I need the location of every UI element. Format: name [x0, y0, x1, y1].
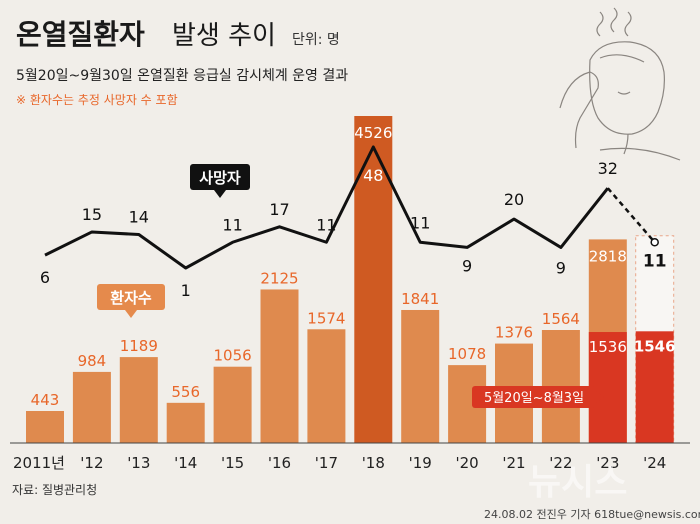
- bar-value-label-2: 1189: [120, 337, 158, 355]
- x-tick-label-11: '22: [549, 454, 572, 472]
- death-value-label-6: 11: [316, 215, 336, 234]
- legend-death-tag: 사망자: [190, 164, 250, 198]
- bar-value-label-5: 2125: [260, 269, 298, 287]
- bar-4: [213, 366, 252, 443]
- source-text: 자료: 질병관리청: [12, 483, 97, 497]
- death-value-label-11: 9: [556, 258, 566, 277]
- bar-value-label-12: 2818: [589, 247, 627, 265]
- bar-1: [72, 371, 111, 443]
- death-value-label-3: 1: [181, 281, 191, 300]
- watermark: 뉴시스: [528, 462, 627, 503]
- chart-title-main: 온열질환자: [16, 18, 145, 51]
- bar-value-label-0: 443: [31, 391, 60, 409]
- x-tick-label-4: '15: [221, 454, 244, 472]
- x-axis: 2011년 '12 '13 '14 '15 '16 '17 '18 '19 '20 '21 '22 '2…: [10, 442, 690, 472]
- legend-death-label: 사망자: [199, 169, 241, 187]
- hot-person-illustration: [559, 7, 681, 161]
- x-tick-label-8: '19: [409, 454, 432, 472]
- x-tick-label-3: '14: [174, 454, 197, 472]
- x-tick-label-9: '20: [455, 454, 478, 472]
- death-value-label-0: 6: [40, 268, 50, 287]
- death-value-label-1: 15: [82, 205, 102, 224]
- death-value-label-7: 48: [363, 166, 383, 185]
- death-line-projected: [606, 187, 656, 244]
- bars-layer: 443 984 1189 556 1056 2125 1574 4526 1841 1078 137…: [26, 116, 676, 444]
- death-value-label-2: 14: [129, 208, 149, 227]
- death-value-label-4: 11: [222, 215, 242, 234]
- x-tick-label-6: '17: [315, 454, 338, 472]
- bar-partial-13: [635, 331, 674, 443]
- legend-patient-label: 환자수: [110, 289, 152, 307]
- x-tick-label-1: '12: [80, 454, 103, 472]
- bar-value-label-1: 984: [78, 352, 107, 370]
- credit-text: 24.08.02 전진우 기자 618tue@newsis.com: [484, 508, 700, 521]
- bar-2: [119, 357, 158, 443]
- bar-value-label-11: 1564: [542, 310, 580, 328]
- bar-3: [166, 402, 205, 443]
- bar-value-label-10: 1376: [495, 324, 533, 342]
- death-value-label-8: 11: [410, 213, 430, 232]
- x-tick-label-12: '23: [596, 454, 619, 472]
- death-value-label-12: 32: [598, 159, 618, 178]
- bar-value-label-4: 1056: [214, 347, 252, 365]
- bar-value-label-3: 556: [171, 383, 200, 401]
- x-tick-label-2: '13: [127, 454, 150, 472]
- chart-title-rest: 발생 추이: [172, 21, 276, 51]
- x-tick-label-7: '18: [362, 454, 385, 472]
- bar-partial-value-label-13: 1546: [634, 337, 676, 355]
- bar-value-label-6: 1574: [307, 309, 345, 327]
- death-value-label-9: 9: [462, 256, 472, 275]
- chart-subtitle: 5월20일~9월30일 온열질환 응급실 감시체계 운영 결과: [16, 68, 348, 84]
- bar-8: [401, 309, 440, 443]
- chart-note: ※ 환자수는 추정 사망자 수 포함: [16, 93, 178, 107]
- x-tick-label-5: '16: [268, 454, 291, 472]
- bar-value-label-9: 1078: [448, 345, 486, 363]
- death-value-label-13: 11: [643, 251, 667, 271]
- bar-value-label-7: 4526: [354, 124, 392, 142]
- bar-5: [260, 289, 299, 443]
- death-line: [44, 145, 609, 270]
- bar-partial-value-label-12: 1536: [589, 338, 627, 356]
- partial-period-tag: 5월20일~8월3일: [472, 386, 604, 408]
- x-tick-label-10: '21: [502, 454, 525, 472]
- death-point-13: [650, 238, 659, 247]
- x-tick-label-13: '24: [643, 454, 666, 472]
- bar-0: [26, 410, 64, 443]
- x-tick-label-0: 2011년: [13, 454, 65, 472]
- partial-period-label: 5월20일~8월3일: [484, 391, 584, 406]
- legend-patient-tag: 환자수: [97, 284, 165, 318]
- death-value-label-10: 20: [504, 190, 524, 209]
- bar-value-label-8: 1841: [401, 290, 439, 308]
- death-value-label-5: 17: [269, 200, 289, 219]
- bar-6: [307, 329, 346, 443]
- unit-label: 단위: 명: [292, 32, 340, 48]
